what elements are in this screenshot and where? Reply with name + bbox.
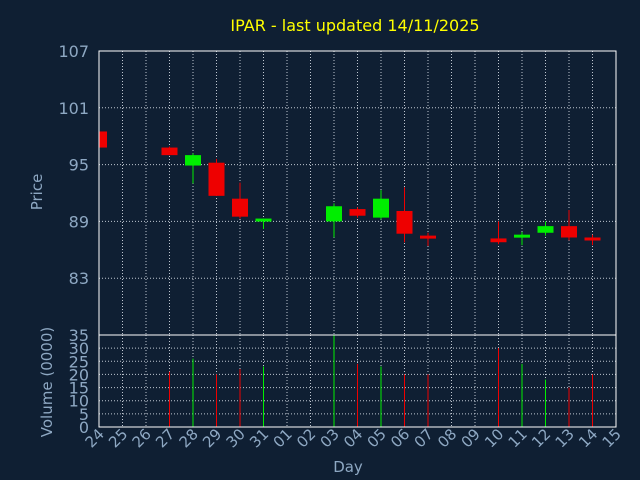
candle-body [99,131,107,148]
chart-title: IPAR - last updated 14/11/2025 [230,16,479,35]
candle-body [561,226,577,238]
candle-body [584,237,601,241]
volume-tick-label: 35 [69,326,89,345]
volume-tick-label: 30 [69,339,89,358]
candle-body [255,218,272,222]
candle-body [373,198,389,218]
candle-body [185,155,201,166]
marks-layer [98,131,601,427]
volume-tick-label: 5 [79,405,89,424]
volume-tick-label: 25 [69,352,89,371]
candle-body [420,235,436,239]
volume-tick-label: 20 [69,365,89,384]
volume-tick-label: 15 [69,379,89,398]
candle-body [396,210,413,234]
price-axis-label: Price [28,174,46,211]
price-tick-label: 89 [69,212,89,231]
volume-panel-frame [98,334,617,428]
candle-body [326,206,342,222]
candle-body [490,238,507,243]
x-axis-label: Day [333,458,363,476]
volume-tick-label: 0 [79,418,89,437]
volume-axis-label: Volume (0000) [38,327,56,437]
candle-body [514,234,530,238]
price-tick-label: 101 [58,99,89,118]
frame-layer [98,50,617,428]
candle-body [537,226,554,233]
candle-body [208,162,225,196]
volume-tick-label: 10 [69,392,89,411]
candle-body [349,209,366,216]
price-tick-label: 95 [69,156,89,175]
candle-body [161,147,178,156]
price-tick-label: 107 [58,42,89,61]
candle-body [232,198,248,217]
price-tick-label: 83 [69,269,89,288]
